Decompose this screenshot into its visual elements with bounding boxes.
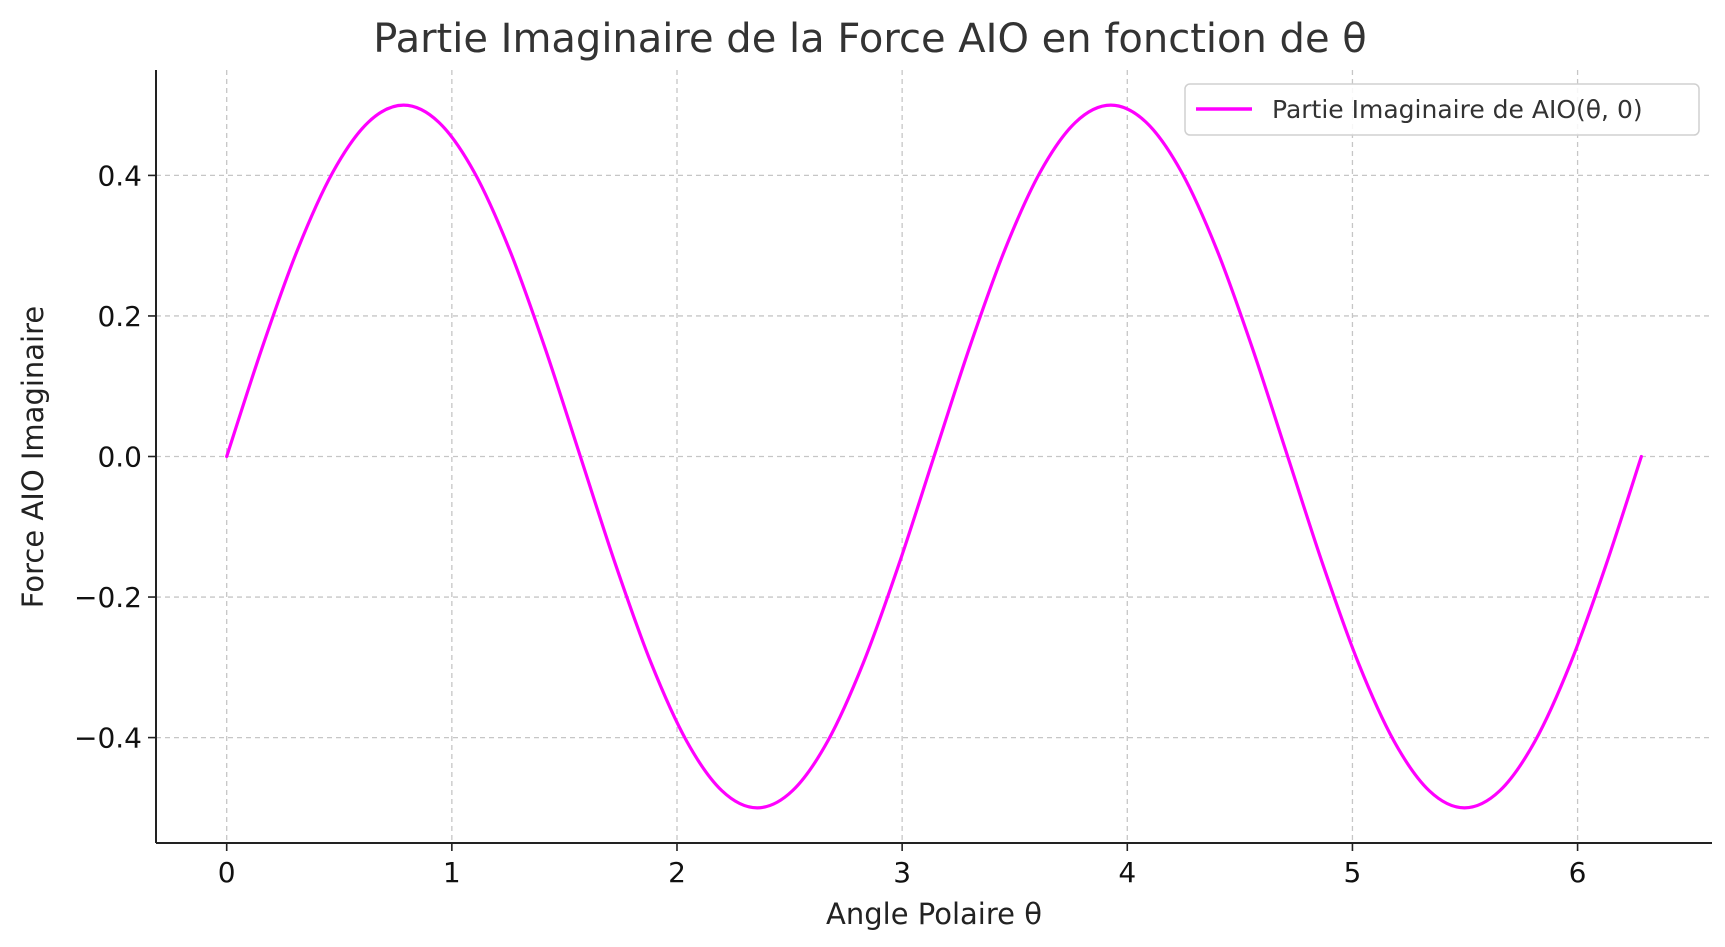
x-tick-label: 2 <box>668 856 686 889</box>
y-tick-label: 0.4 <box>97 159 142 192</box>
x-tick-label: 4 <box>1118 856 1136 889</box>
axis-ticks: 0 1 2 3 4 5 6 −0.4 −0.2 0.0 0.2 0.4 <box>74 159 1587 889</box>
y-tick-label: 0.2 <box>97 300 142 333</box>
series-layer <box>225 103 1643 810</box>
y-tick-label: −0.2 <box>74 581 142 614</box>
x-tick-label: 3 <box>893 856 911 889</box>
legend: Partie Imaginaire de AIO(θ, 0) <box>1184 83 1700 136</box>
x-axis-label: Angle Polaire θ <box>826 897 1042 931</box>
x-tick-label: 6 <box>1569 856 1587 889</box>
x-tick-label: 5 <box>1344 856 1362 889</box>
x-tick-label: 1 <box>443 856 461 889</box>
legend-box <box>1184 83 1700 136</box>
x-tick-label: 0 <box>218 856 236 889</box>
grid-lines <box>156 70 1712 843</box>
y-axis-label: Force AIO Imaginaire <box>16 306 50 609</box>
y-tick-label: −0.4 <box>74 722 142 755</box>
y-tick-label: 0.0 <box>97 441 142 474</box>
series-line <box>225 103 1643 810</box>
chart-title: Partie Imaginaire de la Force AIO en fon… <box>373 16 1367 62</box>
legend-label: Partie Imaginaire de AIO(θ, 0) <box>1272 95 1643 124</box>
